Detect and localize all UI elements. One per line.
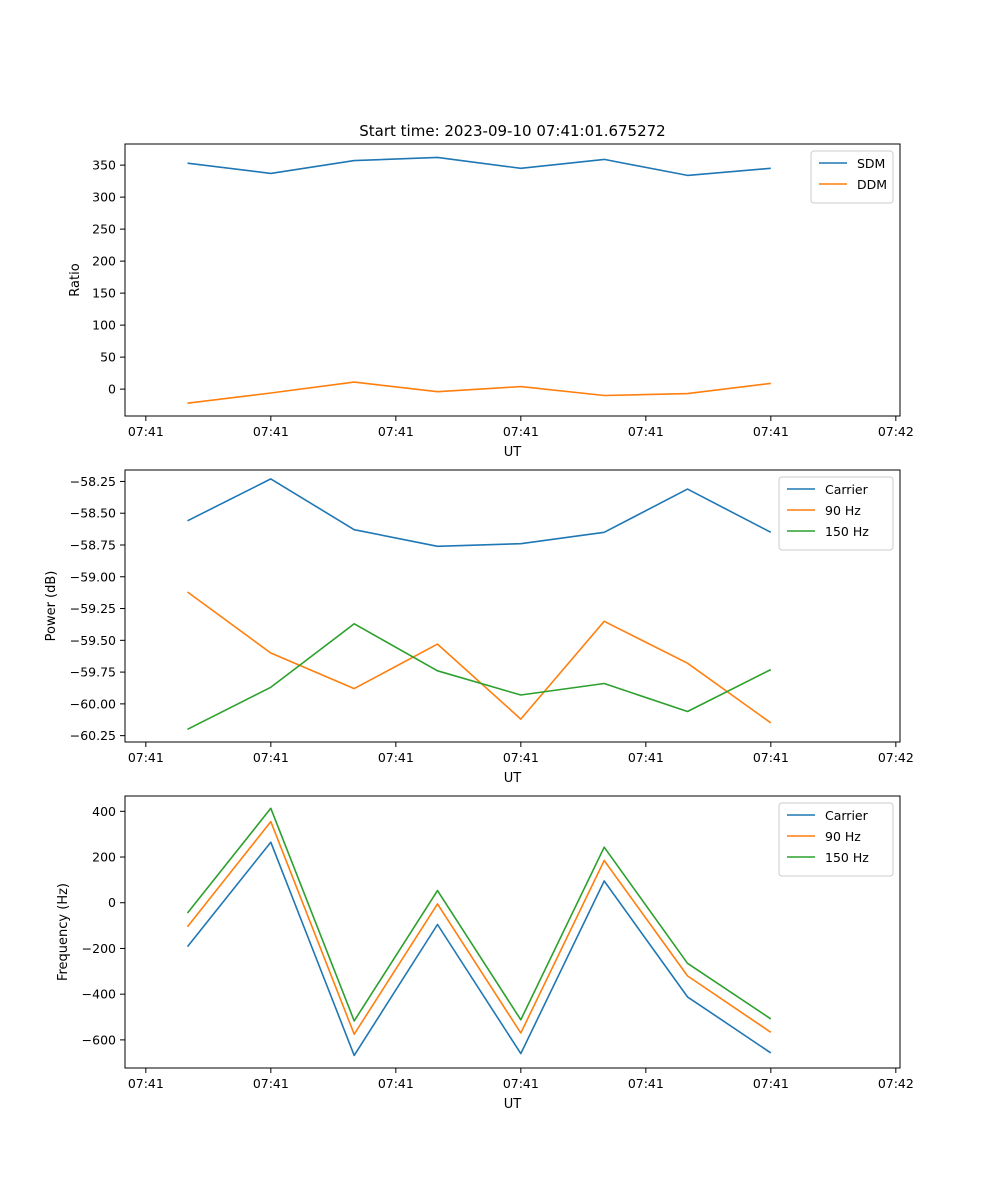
axes-frame: [124, 143, 901, 417]
x-tick-label: 07:41: [253, 1076, 289, 1091]
series-line-ddm: [187, 381, 771, 404]
y-tick-label: 0: [108, 895, 116, 910]
y-tick-label: −59.00: [70, 569, 116, 584]
y-tick-label: 200: [92, 850, 116, 865]
legend: Carrier 90 Hz 150 Hz: [778, 802, 894, 877]
y-tick-label: −59.25: [70, 601, 116, 616]
y-tick-label: −58.25: [70, 474, 116, 489]
y-tick-label: −200: [82, 941, 116, 956]
series-line-carrier: [187, 478, 772, 548]
y-tick-label: 400: [92, 804, 116, 819]
series-line-carrier: [186, 841, 772, 1057]
series-line-90-hz: [187, 591, 772, 724]
frequency-panel: 07:41 07:41 07:41 07:41 07:41 07:41 07:42 −600 −…: [56, 795, 914, 1112]
y-tick-label: −59.50: [70, 633, 116, 648]
y-tick-label: −400: [82, 987, 116, 1002]
series-line-150-hz: [187, 622, 772, 731]
y-tick-label: −58.50: [70, 506, 116, 521]
x-axis-label: UT: [504, 1097, 522, 1112]
y-tick-label: 100: [92, 318, 116, 333]
chart-title: Start time: 2023-09-10 07:41:01.675272: [359, 122, 665, 140]
y-tick-label: 50: [100, 350, 116, 365]
y-tick-label: −60.00: [70, 696, 116, 711]
legend: Carrier 90 Hz 150 Hz: [778, 476, 894, 551]
x-tick-label: 07:41: [378, 424, 414, 439]
axes-frame: [124, 795, 901, 1069]
x-tick-label: 07:41: [628, 750, 664, 765]
series-line-sdm: [187, 156, 771, 177]
y-tick-label: 250: [92, 222, 116, 237]
x-tick-label: 07:41: [128, 424, 164, 439]
series-line-90-hz: [186, 820, 772, 1035]
y-tick-label: 0: [108, 382, 116, 397]
x-tick-label: 07:41: [128, 750, 164, 765]
x-tick-label: 07:41: [378, 750, 414, 765]
x-tick-label: 07:41: [753, 424, 789, 439]
x-tick-label: 07:41: [253, 424, 289, 439]
y-tick-label: 350: [92, 158, 116, 173]
legend-label: Carrier: [825, 808, 869, 823]
x-axis-label: UT: [504, 771, 522, 786]
y-tick-label: −60.25: [70, 728, 116, 743]
y-tick-label: −600: [82, 1032, 116, 1047]
y-tick-label: 300: [92, 190, 116, 205]
y-axis-label: Ratio: [68, 263, 83, 296]
x-tick-label: 07:41: [628, 424, 664, 439]
x-tick-label: 07:41: [128, 1076, 164, 1091]
legend: SDM DDM: [810, 150, 894, 204]
x-tick-label: 07:41: [753, 750, 789, 765]
legend-label: 90 Hz: [825, 503, 861, 518]
y-tick-label: −59.75: [70, 665, 116, 680]
y-tick-label: 200: [92, 254, 116, 269]
legend-box: [810, 150, 894, 204]
x-tick-label: 07:41: [378, 1076, 414, 1091]
x-tick-label: 07:42: [878, 1076, 914, 1091]
legend-label: DDM: [857, 177, 887, 192]
x-tick-label: 07:41: [628, 1076, 664, 1091]
legend-label: 150 Hz: [825, 850, 869, 865]
series-line-150-hz: [186, 807, 772, 1022]
x-axis-label: UT: [504, 445, 522, 460]
y-tick-label: −58.75: [70, 537, 116, 552]
legend-label: Carrier: [825, 482, 869, 497]
x-tick-label: 07:41: [753, 1076, 789, 1091]
axes-frame: [124, 469, 901, 743]
ratio-panel: Start time: 2023-09-10 07:41:01.675272 0…: [68, 122, 914, 460]
legend-label: 90 Hz: [825, 829, 861, 844]
y-axis-label: Frequency (Hz): [56, 883, 71, 981]
x-tick-label: 07:42: [878, 424, 914, 439]
x-tick-label: 07:42: [878, 750, 914, 765]
legend-label: SDM: [857, 156, 885, 171]
y-tick-label: 150: [92, 286, 116, 301]
legend-label: 150 Hz: [825, 524, 869, 539]
x-tick-label: 07:41: [503, 750, 539, 765]
x-tick-label: 07:41: [253, 750, 289, 765]
y-axis-label: Power (dB): [44, 571, 59, 642]
x-tick-label: 07:41: [503, 1076, 539, 1091]
power-panel: 07:41 07:41 07:41 07:41 07:41 07:41 07:42 −60.2…: [44, 469, 914, 786]
x-tick-label: 07:41: [503, 424, 539, 439]
